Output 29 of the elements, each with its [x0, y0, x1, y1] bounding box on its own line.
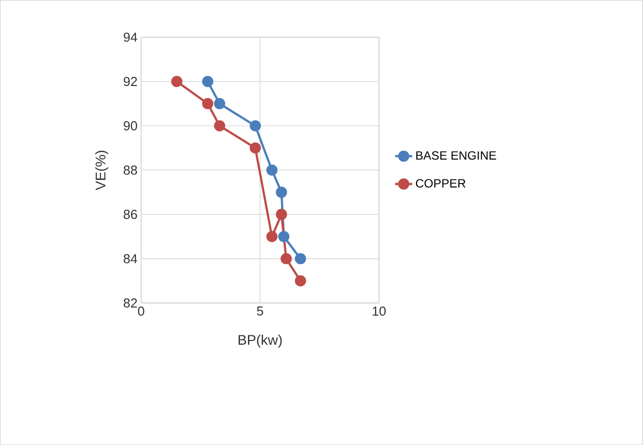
- legend-label: COPPER: [416, 179, 466, 188]
- legend-label: BASE ENGINE: [416, 151, 496, 160]
- point: [276, 186, 288, 198]
- point: [171, 76, 182, 88]
- point: [294, 253, 306, 264]
- x-tick-label: 10: [372, 306, 386, 316]
- point: [276, 208, 288, 220]
- point: [202, 98, 214, 110]
- point: [214, 98, 226, 110]
- y-tick-label: 92: [124, 76, 137, 86]
- y-tick-label: 94: [124, 32, 138, 42]
- y-tick-label: 88: [124, 165, 138, 175]
- y-tick-label: 90: [124, 121, 138, 130]
- y-axis-title: VE(%): [95, 150, 108, 190]
- y-tick-label: 86: [124, 210, 138, 219]
- x-tick-label: 5: [256, 306, 264, 316]
- x-axis-title: BP(kw): [238, 334, 282, 348]
- point: [266, 164, 278, 176]
- point: [278, 230, 290, 242]
- x-tick-label: 0: [138, 306, 144, 316]
- point: [280, 253, 292, 264]
- point: [294, 275, 306, 286]
- point: [250, 120, 261, 132]
- y-tick-label: 84: [124, 254, 138, 264]
- y-tick-label: 82: [124, 298, 137, 308]
- point: [202, 76, 214, 88]
- point: [250, 142, 261, 154]
- point: [214, 120, 226, 132]
- point: [266, 230, 278, 242]
